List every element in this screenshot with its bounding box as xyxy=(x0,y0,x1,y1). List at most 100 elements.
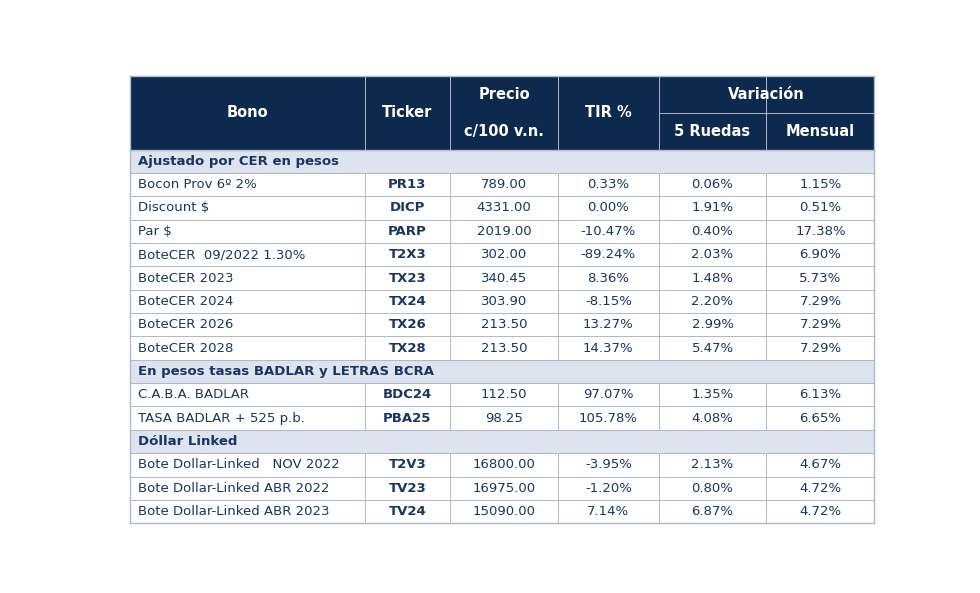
Bar xyxy=(766,266,874,290)
Text: 5.73%: 5.73% xyxy=(800,272,842,285)
Bar xyxy=(130,406,365,430)
Bar xyxy=(130,196,365,219)
Text: 1.15%: 1.15% xyxy=(800,178,842,191)
Text: 2.13%: 2.13% xyxy=(692,458,734,471)
Bar xyxy=(365,336,450,360)
Text: 6.13%: 6.13% xyxy=(800,388,842,401)
Text: BoteCER 2023: BoteCER 2023 xyxy=(137,272,233,285)
Bar xyxy=(766,313,874,336)
Bar xyxy=(558,500,659,523)
Bar xyxy=(558,336,659,360)
Text: 2019.00: 2019.00 xyxy=(477,225,531,238)
Text: 98.25: 98.25 xyxy=(485,412,523,425)
Bar xyxy=(558,266,659,290)
Bar xyxy=(766,453,874,477)
Text: BoteCER  09/2022 1.30%: BoteCER 09/2022 1.30% xyxy=(137,248,305,261)
Bar xyxy=(130,500,365,523)
Bar xyxy=(365,500,450,523)
Text: 6.87%: 6.87% xyxy=(692,505,733,518)
Text: 0.06%: 0.06% xyxy=(692,178,733,191)
Text: En pesos tasas BADLAR y LETRAS BCRA: En pesos tasas BADLAR y LETRAS BCRA xyxy=(137,365,434,378)
Bar xyxy=(659,406,766,430)
Bar xyxy=(659,336,766,360)
Text: BoteCER 2026: BoteCER 2026 xyxy=(137,318,233,331)
Bar xyxy=(659,290,766,313)
Text: -1.20%: -1.20% xyxy=(585,482,632,495)
Bar xyxy=(365,313,450,336)
Bar xyxy=(130,243,365,266)
Text: -3.95%: -3.95% xyxy=(585,458,632,471)
Text: 97.07%: 97.07% xyxy=(583,388,633,401)
Bar xyxy=(130,477,365,500)
Bar xyxy=(766,336,874,360)
Bar xyxy=(450,383,558,406)
Bar xyxy=(659,453,766,477)
Text: TX26: TX26 xyxy=(388,318,426,331)
Text: 2.03%: 2.03% xyxy=(692,248,734,261)
Bar xyxy=(659,266,766,290)
Text: 14.37%: 14.37% xyxy=(583,342,634,355)
Text: Dóllar Linked: Dóllar Linked xyxy=(137,435,237,448)
Text: T2V3: T2V3 xyxy=(388,458,426,471)
Text: TX23: TX23 xyxy=(388,272,426,285)
Text: TX24: TX24 xyxy=(388,295,426,308)
Bar xyxy=(130,430,874,453)
Text: 302.00: 302.00 xyxy=(481,248,527,261)
Text: 0.40%: 0.40% xyxy=(692,225,733,238)
Text: -8.15%: -8.15% xyxy=(585,295,632,308)
Bar xyxy=(766,383,874,406)
Text: 0.80%: 0.80% xyxy=(692,482,733,495)
Text: 16975.00: 16975.00 xyxy=(472,482,536,495)
Text: Mensual: Mensual xyxy=(786,123,855,139)
Bar xyxy=(130,290,365,313)
Bar xyxy=(450,243,558,266)
Text: 4.72%: 4.72% xyxy=(800,505,842,518)
Text: PARP: PARP xyxy=(388,225,426,238)
Text: 105.78%: 105.78% xyxy=(579,412,638,425)
Bar xyxy=(558,173,659,196)
Bar xyxy=(365,196,450,219)
Bar xyxy=(450,477,558,500)
Text: 6.65%: 6.65% xyxy=(800,412,842,425)
Bar xyxy=(130,383,365,406)
Bar xyxy=(558,219,659,243)
Bar xyxy=(130,219,365,243)
Bar xyxy=(365,406,450,430)
Bar xyxy=(558,196,659,219)
Text: 6.90%: 6.90% xyxy=(800,248,842,261)
Text: 4.67%: 4.67% xyxy=(800,458,842,471)
Text: 7.29%: 7.29% xyxy=(800,342,842,355)
Bar xyxy=(766,243,874,266)
Text: TV24: TV24 xyxy=(388,505,426,518)
Bar xyxy=(365,453,450,477)
Text: 5 Ruedas: 5 Ruedas xyxy=(674,123,751,139)
Bar xyxy=(450,173,558,196)
Bar xyxy=(365,266,450,290)
Text: 0.51%: 0.51% xyxy=(800,202,842,215)
Text: 4331.00: 4331.00 xyxy=(476,202,531,215)
Bar xyxy=(365,383,450,406)
Text: 2.20%: 2.20% xyxy=(692,295,734,308)
Text: 340.45: 340.45 xyxy=(481,272,527,285)
Bar xyxy=(450,453,558,477)
Text: -10.47%: -10.47% xyxy=(581,225,636,238)
Text: 7.29%: 7.29% xyxy=(800,318,842,331)
Bar xyxy=(450,406,558,430)
Bar xyxy=(659,313,766,336)
Bar xyxy=(450,196,558,219)
Text: 15090.00: 15090.00 xyxy=(472,505,536,518)
Text: BoteCER 2028: BoteCER 2028 xyxy=(137,342,233,355)
Text: PR13: PR13 xyxy=(388,178,426,191)
Text: 8.36%: 8.36% xyxy=(587,272,629,285)
Text: 13.27%: 13.27% xyxy=(583,318,634,331)
Bar xyxy=(558,383,659,406)
Text: 7.14%: 7.14% xyxy=(587,505,629,518)
Text: 303.90: 303.90 xyxy=(481,295,527,308)
Bar xyxy=(365,173,450,196)
Bar xyxy=(659,243,766,266)
Text: Bote Dollar-Linked ABR 2023: Bote Dollar-Linked ABR 2023 xyxy=(137,505,329,518)
Text: Bono: Bono xyxy=(226,105,269,120)
Text: C.A.B.A. BADLAR: C.A.B.A. BADLAR xyxy=(137,388,249,401)
Bar xyxy=(365,477,450,500)
Text: Par $: Par $ xyxy=(137,225,172,238)
